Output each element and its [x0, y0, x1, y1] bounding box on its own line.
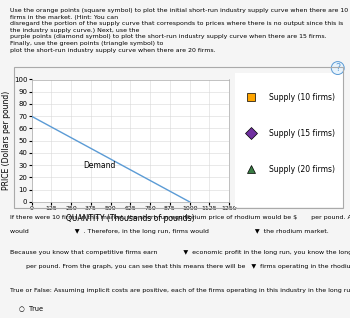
Text: ○  True: ○ True: [19, 305, 43, 311]
Text: would                       ▼  . Therefore, in the long run, firms would        : would ▼ . Therefore, in the long run, fi…: [10, 229, 329, 234]
Text: Supply (15 firms): Supply (15 firms): [269, 129, 335, 138]
Text: Demand: Demand: [83, 161, 116, 170]
Text: Supply (10 firms): Supply (10 firms): [269, 93, 335, 102]
Y-axis label: PRICE (Dollars per pound): PRICE (Dollars per pound): [2, 91, 11, 190]
Text: If there were 10 firms in this market, the short-run equilibrium price of rhodiu: If there were 10 firms in this market, t…: [10, 215, 350, 220]
X-axis label: QUANTITY (Thousands of pounds): QUANTITY (Thousands of pounds): [66, 214, 195, 223]
Text: per pound. From the graph, you can see that this means there will be   ▼  firms : per pound. From the graph, you can see t…: [10, 264, 350, 269]
Text: Use the orange points (square symbol) to plot the initial short-run industry sup: Use the orange points (square symbol) to…: [10, 8, 349, 52]
Text: True or False: Assuming implicit costs are positive, each of the firms operating: True or False: Assuming implicit costs a…: [10, 288, 350, 293]
Text: ?: ?: [335, 63, 340, 73]
Text: Supply (20 firms): Supply (20 firms): [269, 165, 335, 174]
Text: Because you know that competitive firms earn             ▼  economic profit in t: Because you know that competitive firms …: [10, 250, 350, 255]
